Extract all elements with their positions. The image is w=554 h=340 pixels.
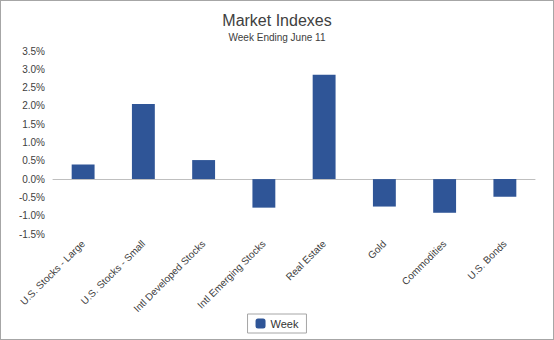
svg-text:Intl Emerging Stocks: Intl Emerging Stocks — [195, 238, 268, 311]
svg-text:3.5%: 3.5% — [22, 46, 45, 57]
svg-text:3.0%: 3.0% — [22, 64, 45, 75]
svg-text:U.S. Stocks - Small: U.S. Stocks - Small — [79, 238, 148, 307]
svg-text:Real Estate: Real Estate — [284, 238, 329, 283]
svg-text:-1.0%: -1.0% — [19, 210, 45, 221]
svg-text:Week Ending June 11: Week Ending June 11 — [229, 32, 326, 43]
svg-text:Market Indexes: Market Indexes — [222, 12, 331, 29]
svg-text:2.0%: 2.0% — [22, 100, 45, 111]
svg-text:Gold: Gold — [366, 238, 389, 261]
svg-text:-0.5%: -0.5% — [19, 192, 45, 203]
svg-text:0.0%: 0.0% — [22, 174, 45, 185]
svg-text:-1.5%: -1.5% — [19, 229, 45, 240]
svg-text:1.5%: 1.5% — [22, 119, 45, 130]
svg-text:U.S. Bonds: U.S. Bonds — [465, 238, 508, 281]
svg-text:1.0%: 1.0% — [22, 137, 45, 148]
svg-text:Intl Developed Stocks: Intl Developed Stocks — [131, 238, 208, 315]
svg-text:Week: Week — [271, 318, 299, 330]
svg-text:U.S. Stocks - Large: U.S. Stocks - Large — [18, 238, 87, 307]
svg-text:2.5%: 2.5% — [22, 82, 45, 93]
svg-text:0.5%: 0.5% — [22, 155, 45, 166]
svg-text:Commodities: Commodities — [400, 238, 449, 287]
